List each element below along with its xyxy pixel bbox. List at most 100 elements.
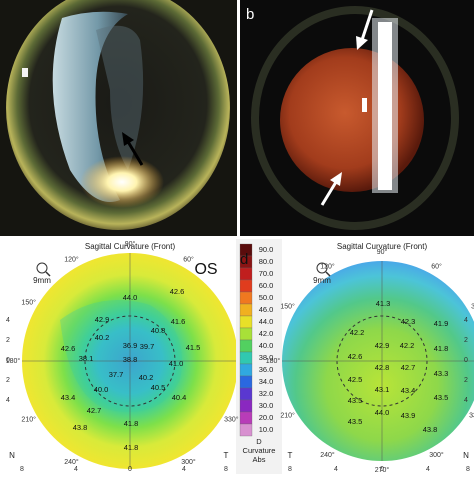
scale-level: 46.0 [259,305,274,314]
map-value: 41.8 [124,443,139,452]
eye-label: OS [194,261,217,278]
scale-swatch [240,376,252,388]
x-axis-label: 8 [466,466,470,473]
map-value: 40.0 [94,385,109,394]
y-axis-label: 4 [6,317,10,324]
photo-a [0,0,237,236]
y-axis-label: 2 [464,337,468,344]
angle-label: 90° [125,240,136,248]
scale-level: 20.0 [259,413,274,422]
angle-label: 240° [320,451,335,459]
map-value: 43.4 [401,386,416,395]
map-right [282,261,474,461]
scale-swatch [240,292,252,304]
map-value: 40.4 [172,393,187,402]
angle-label: 210° [280,411,295,419]
scale-level: 50.0 [259,293,274,302]
map-value: 43.8 [73,423,88,432]
scale-level: 32.0 [259,389,274,398]
y-axis-label: 4 [6,397,10,404]
map-value: 42.9 [375,341,390,350]
map-value: 41.8 [434,344,449,353]
scale-level: 80.0 [259,257,274,266]
map-value: 42.2 [350,328,365,337]
map-value: 43.5 [348,417,363,426]
scale-swatch [240,280,252,292]
map-value: 42.6 [348,352,363,361]
map-value: 41.9 [434,319,449,328]
map-value: 42.9 [95,315,110,324]
x-axis-label: 0 [128,466,132,473]
map-value: 41.5 [186,343,201,352]
map-value: 42.2 [400,341,415,350]
y-axis-label: 0 [464,357,468,364]
map-value: 41.3 [376,299,391,308]
scale-swatch [240,364,252,376]
map-value: 38.8 [123,355,138,364]
map-value: 42.8 [375,363,390,372]
angle-label: 330° [224,415,239,423]
map-value: 43.8 [423,425,438,434]
x-axis-label: 4 [426,466,430,473]
map-value: 43.5 [348,396,363,405]
angle-label: 120° [64,256,79,264]
scale-level: 44.0 [259,317,274,326]
angle-label: 90° [377,248,388,256]
x-axis-label: 4 [74,466,78,473]
scale-swatch [240,340,252,352]
scale-swatch [240,352,252,364]
angle-label: 150° [21,298,36,306]
map-value: 36.9 [123,341,138,350]
x-axis-label: 8 [20,466,24,473]
map-value: 42.7 [401,363,416,372]
scale-swatch [240,388,252,400]
map-value: 43.9 [401,411,416,420]
scale-level: 60.0 [259,281,274,290]
y-axis-label: 2 [464,377,468,384]
map-value: 42.6 [170,287,185,296]
angle-label: 210° [21,415,36,423]
scale-level: 42.0 [259,329,274,338]
panel-label: d [240,251,248,268]
map-value: 44.0 [375,408,390,417]
map-value: 37.7 [109,370,124,379]
map-value: 39.7 [140,342,155,351]
side-label: N [9,451,15,460]
scale-level: 38.0 [259,353,274,362]
map-value: 41.6 [171,317,186,326]
map-value: 43.4 [61,393,76,402]
scale-swatch [240,400,252,412]
angle-label: 330° [469,411,474,419]
map-value: 42.5 [348,375,363,384]
scale-level: 34.0 [259,377,274,386]
map-value: 38.1 [79,354,94,363]
scale-unit: D [256,437,262,446]
map-value: 43.5 [434,393,449,402]
scale-swatch [240,424,252,436]
x-axis-label: 4 [182,466,186,473]
map-value: 40.8 [151,326,166,335]
angle-label: 150° [280,302,295,310]
y-axis-label: 0 [6,357,10,364]
map-value: 42.6 [61,344,76,353]
side-label: N [463,451,469,460]
scale-swatch [240,268,252,280]
map-value: 43.1 [375,385,390,394]
y-axis-label: 4 [464,317,468,324]
map-value: 40.5 [151,383,166,392]
map-value: 41.0 [169,359,184,368]
scale-level: 10.0 [259,425,274,434]
side-label: T [224,451,229,460]
map-value: 42.7 [87,406,102,415]
x-axis-label: 8 [224,466,228,473]
angle-label: 60° [431,262,442,270]
side-label: T [288,451,293,460]
map-value: 40.2 [95,333,110,342]
x-axis-label: 8 [288,466,292,473]
map-value: 44.0 [123,293,138,302]
scale-level: 90.0 [259,245,274,254]
scale-level: 40.0 [259,341,274,350]
scale-swatch [240,316,252,328]
scale-level: 70.0 [259,269,274,278]
